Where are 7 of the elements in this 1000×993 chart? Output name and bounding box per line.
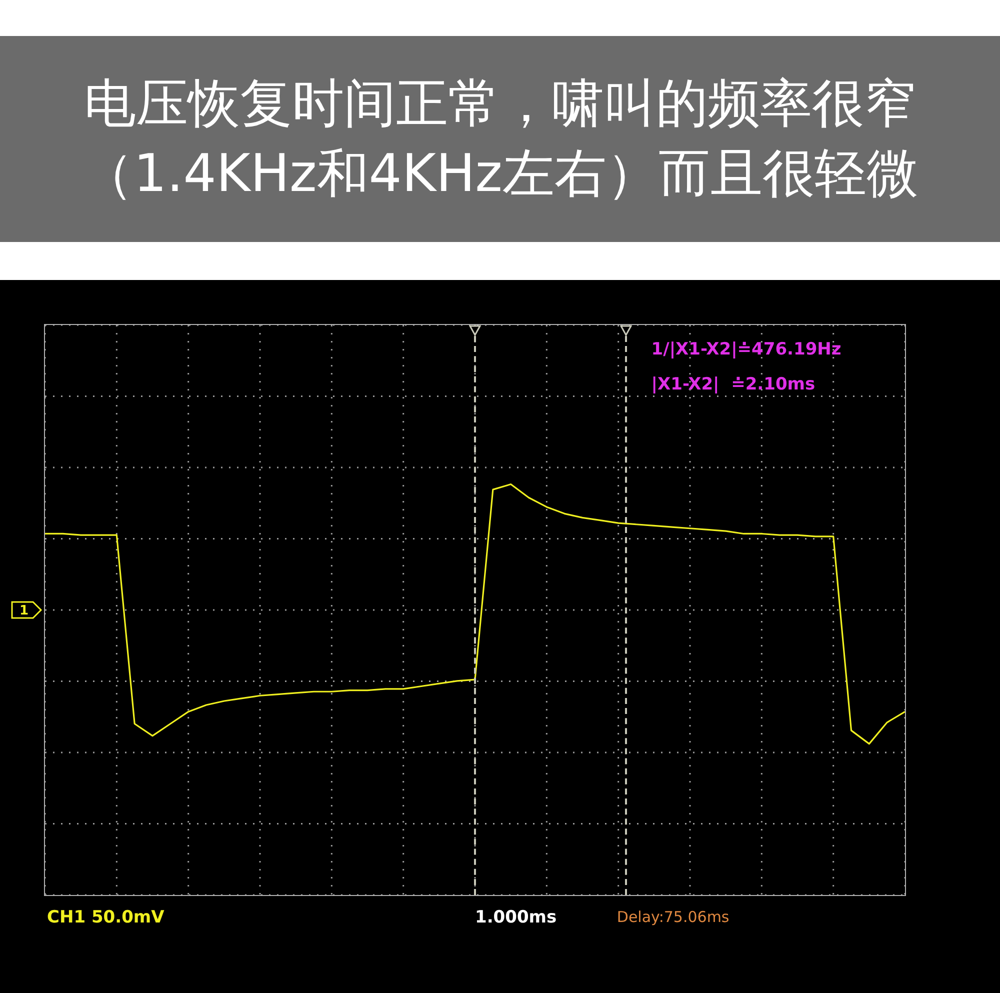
chart-title: 电压恢复时间正常，啸叫的频率很窄（1.4KHz和4KHz左右）而且很轻微 <box>80 73 920 206</box>
text: 1 <box>19 603 29 618</box>
text: CH1 50.0mV <box>47 907 166 928</box>
text: Delay:75.06ms <box>616 908 730 926</box>
text: 1/|X1-X2|≐476.19Hz <box>651 339 842 360</box>
text: 1.000ms <box>475 907 557 928</box>
text: |X1-X2| ≐2.10ms <box>651 374 816 394</box>
